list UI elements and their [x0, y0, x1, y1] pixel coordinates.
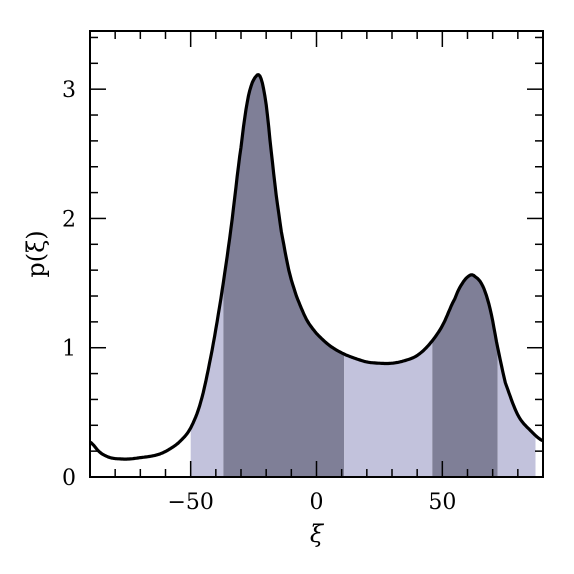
x-tick-label: 0	[310, 490, 324, 515]
y-tick-label: 2	[62, 207, 76, 232]
y-axis-label: p(ξ)	[22, 230, 50, 277]
plot-frame	[89, 30, 544, 478]
x-tick-label: 50	[428, 490, 456, 515]
x-tick-label: −50	[167, 490, 213, 515]
shaded-regions	[190, 74, 536, 477]
shaded-region-4	[497, 347, 536, 477]
x-axis-label: ξ	[310, 520, 325, 548]
y-tick-label: 3	[62, 78, 76, 103]
y-tick-labels: 0 1 2 3	[62, 78, 76, 491]
density-curve	[89, 73, 544, 461]
shaded-region-3	[432, 274, 498, 477]
density-curve-group	[89, 73, 544, 461]
shaded-region-2	[344, 340, 433, 477]
x-tick-labels: −50 0 50	[167, 490, 456, 515]
y-tick-label: 0	[62, 466, 76, 491]
y-tick-label: 1	[62, 337, 76, 362]
shaded-region-1	[223, 74, 345, 477]
